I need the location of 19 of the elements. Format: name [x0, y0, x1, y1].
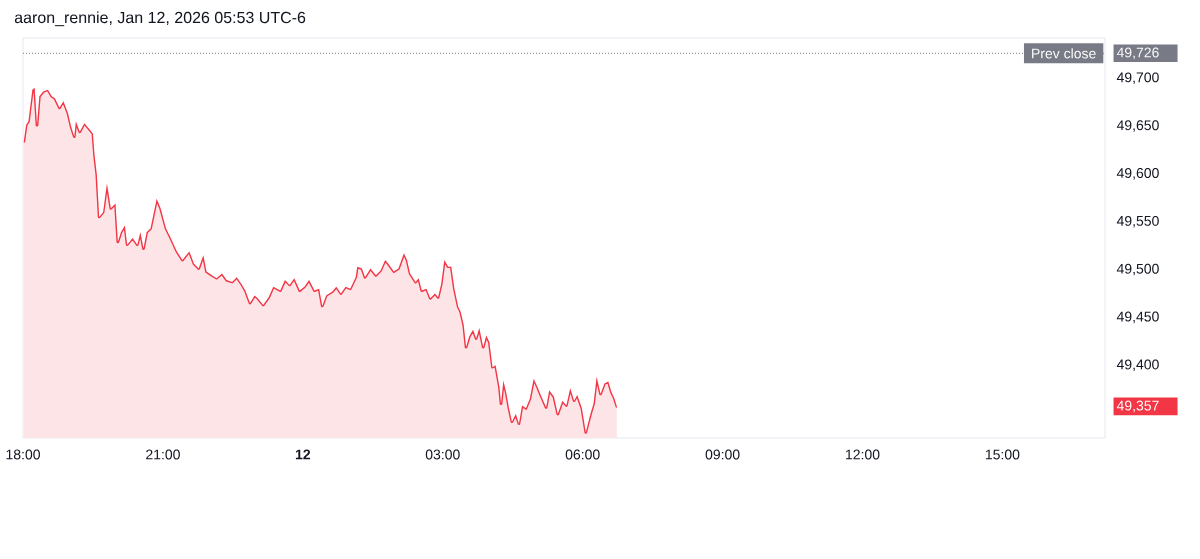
y-tick-label: 49,500 — [1116, 263, 1159, 276]
x-tick-label: 12 — [295, 449, 311, 460]
y-tick-label: 49,450 — [1116, 311, 1159, 324]
x-tick-label: 18:00 — [6, 449, 40, 460]
x-tick-label: 12:00 — [846, 449, 880, 460]
y-tick-label: 49,550 — [1116, 215, 1159, 228]
x-tick-label: 15:00 — [985, 449, 1020, 460]
y-tick-label: 49,650 — [1116, 120, 1159, 132]
y-tick-label: 49,400 — [1116, 359, 1159, 372]
ref-line-label: Prev close — [1032, 48, 1096, 59]
y-tick-label: 49,600 — [1116, 168, 1159, 180]
x-tick-label: 09:00 — [705, 449, 740, 460]
x-tick-label: 03:00 — [425, 449, 460, 460]
x-tick-label: 21:00 — [146, 449, 180, 460]
y-tick-label: 49,726 — [1116, 47, 1159, 60]
text: aaron_rennie, Jan 12, 2026 05:53 UTC-6 — [14, 11, 306, 27]
y-tick-label: 49,700 — [1116, 72, 1159, 84]
y-tick-label: 49,357 — [1116, 400, 1159, 413]
x-tick-label: 06:00 — [565, 449, 600, 460]
